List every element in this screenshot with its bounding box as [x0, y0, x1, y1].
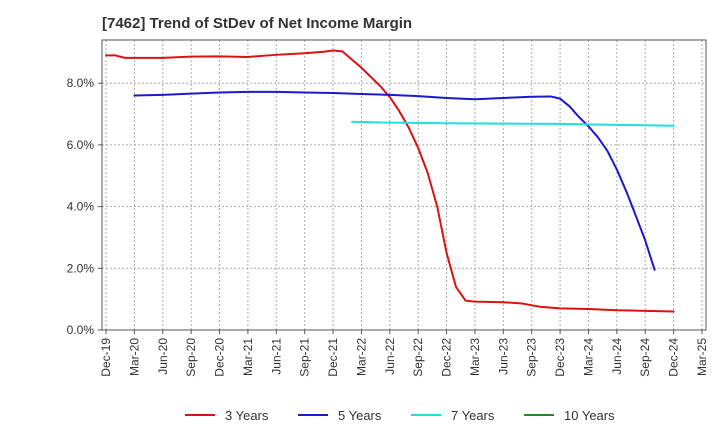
x-tick-label: Dec-20	[213, 338, 227, 377]
x-tick-label: Sep-20	[184, 338, 198, 377]
x-tick-label: Sep-22	[411, 338, 425, 377]
legend-label-3-years: 3 Years	[225, 408, 269, 423]
x-tick-label: Sep-23	[525, 338, 539, 377]
y-tick-label: 6.0%	[67, 138, 95, 152]
legend: 3 Years 5 Years 7 Years 10 Years	[185, 408, 615, 423]
grid	[102, 40, 706, 330]
y-tick-label: 0.0%	[67, 323, 95, 337]
series-line-5-years	[133, 90, 656, 271]
x-tick-label: Jun-22	[383, 338, 397, 375]
x-tick-label: Jun-24	[610, 338, 624, 375]
series-layer	[105, 49, 675, 313]
x-tick-label: Dec-22	[440, 338, 454, 377]
y-axis: 0.0% 2.0% 4.0% 6.0% 8.0%	[67, 76, 102, 337]
legend-label-7-years: 7 Years	[451, 408, 495, 423]
x-tick-label: Dec-23	[553, 338, 567, 377]
x-tick-label: Sep-24	[638, 338, 652, 377]
plot-frame	[101, 39, 707, 331]
plot-area-border	[101, 39, 707, 331]
x-tick-label: Mar-22	[354, 338, 368, 376]
legend-label-10-years: 10 Years	[564, 408, 615, 423]
x-tick-label: Sep-21	[298, 338, 312, 377]
x-tick-label: Mar-23	[468, 338, 482, 376]
y-tick-label: 8.0%	[67, 76, 95, 90]
legend-label-5-years: 5 Years	[338, 408, 382, 423]
series-line-3-years	[105, 49, 675, 313]
chart-title: [7462] Trend of StDev of Net Income Marg…	[102, 15, 412, 32]
x-axis: Dec-19 Mar-20 Jun-20 Sep-20 Dec-20 Mar-21 Jun-…	[99, 330, 709, 377]
y-tick-label: 2.0%	[67, 261, 95, 275]
x-tick-label: Mar-21	[241, 338, 255, 376]
x-tick-label: Jun-21	[269, 338, 283, 375]
y-tick-label: 4.0%	[67, 200, 95, 214]
series-line-7-years	[351, 120, 675, 127]
x-tick-label: Dec-19	[99, 338, 113, 377]
x-tick-label: Jun-20	[156, 338, 170, 375]
x-tick-label: Dec-21	[326, 338, 340, 377]
x-tick-label: Mar-24	[581, 338, 595, 376]
x-tick-label: Mar-20	[127, 338, 141, 376]
x-tick-label: Dec-24	[667, 338, 681, 377]
x-tick-label: Jun-23	[496, 338, 510, 375]
x-tick-label: Mar-25	[695, 338, 709, 376]
